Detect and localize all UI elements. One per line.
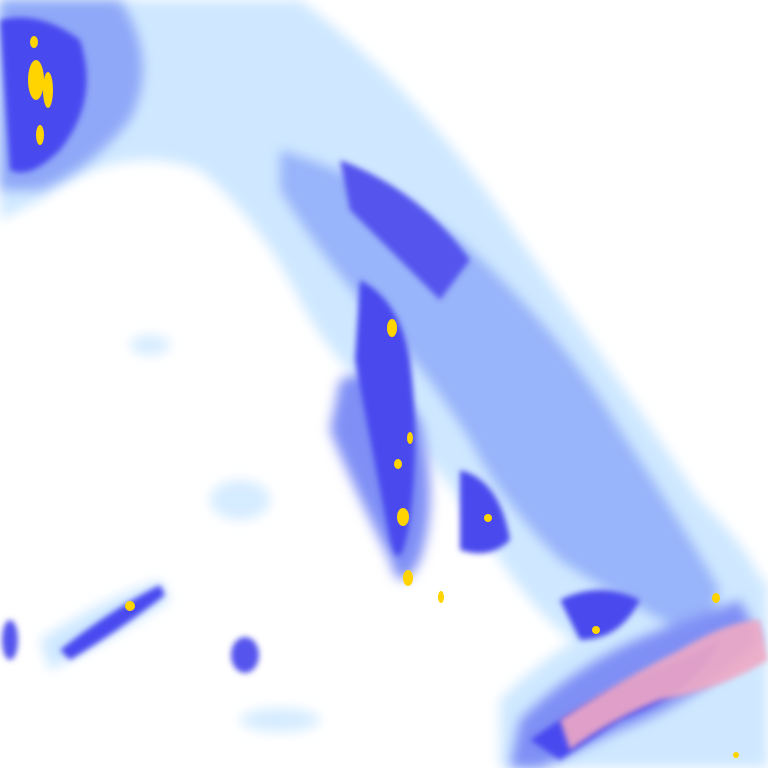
intense-cell bbox=[387, 319, 397, 337]
intense-cell bbox=[403, 570, 413, 586]
intense-cell bbox=[36, 125, 44, 145]
light-cell bbox=[240, 708, 320, 732]
intense-cell bbox=[125, 601, 135, 611]
moderate-band bbox=[280, 150, 720, 640]
intense-cell bbox=[733, 752, 739, 758]
intense-cell bbox=[43, 72, 53, 108]
heavy-cell bbox=[560, 590, 640, 640]
intense-cell bbox=[28, 60, 44, 100]
heavy-cell bbox=[231, 637, 259, 673]
intense-cell bbox=[394, 459, 402, 469]
heavy-streak bbox=[60, 585, 165, 660]
intense-cell bbox=[438, 591, 444, 603]
mixed-precipitation bbox=[560, 620, 768, 750]
light-cell bbox=[130, 335, 170, 355]
light-cell bbox=[210, 480, 270, 520]
intense-cell bbox=[484, 514, 492, 522]
heavy-band bbox=[340, 160, 470, 300]
intense-cell bbox=[407, 432, 413, 444]
heavy-core bbox=[355, 280, 415, 556]
intense-cell bbox=[397, 508, 409, 526]
intense-cells bbox=[28, 36, 739, 758]
heavy-cell bbox=[460, 470, 510, 554]
intense-cell bbox=[592, 626, 600, 634]
intense-cell bbox=[30, 36, 38, 48]
mixed-band bbox=[560, 620, 768, 750]
heavy-cell bbox=[2, 620, 18, 660]
intense-cell bbox=[712, 593, 720, 603]
